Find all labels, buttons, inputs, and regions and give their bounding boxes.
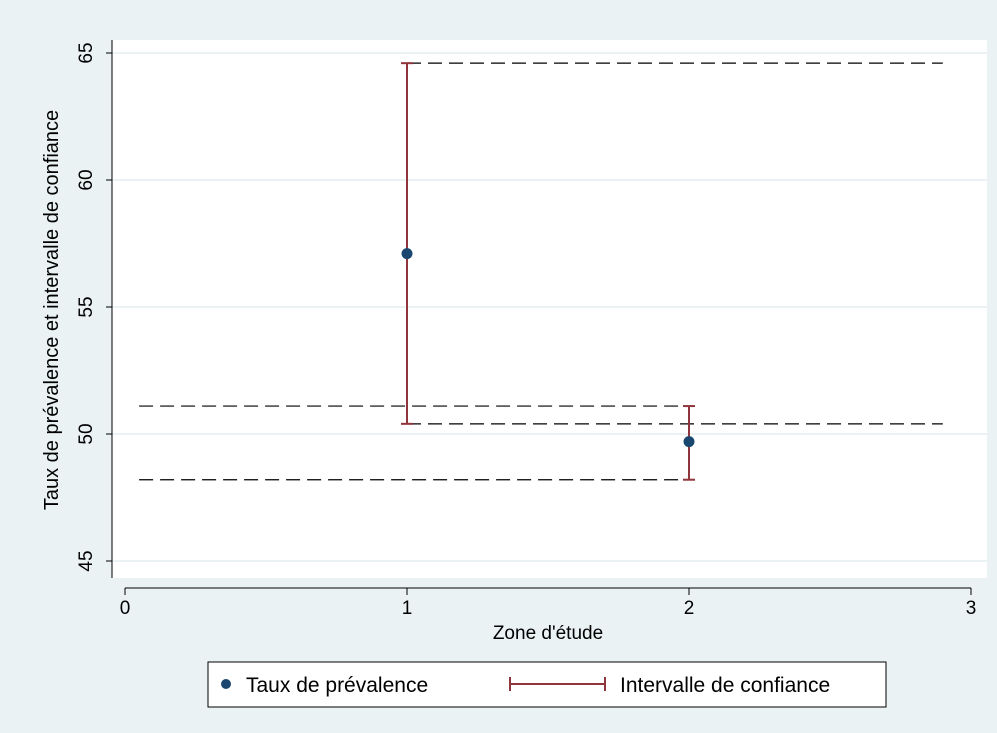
- legend-label-ci: Intervalle de confiance: [620, 674, 830, 697]
- x-tick-label: 0: [120, 598, 131, 619]
- legend-marker-prevalence: [221, 679, 231, 689]
- y-tick-label: 65: [76, 42, 97, 63]
- y-tick-label: 60: [76, 169, 97, 190]
- prevalence-point-2: [683, 436, 695, 448]
- y-tick-label: 45: [76, 550, 97, 571]
- y-axis-title: Taux de prévalence et intervalle de conf…: [41, 110, 63, 510]
- x-tick-label: 1: [402, 598, 413, 619]
- y-tick-label: 50: [76, 423, 97, 444]
- x-axis-title: Zone d'étude: [493, 623, 603, 644]
- legend: Taux de prévalence Intervalle de confianc…: [207, 661, 887, 708]
- legend-label-prevalence: Taux de prévalence: [246, 674, 428, 697]
- plot-area: [112, 40, 987, 578]
- y-tick-label: 55: [76, 296, 97, 317]
- x-tick-label: 3: [966, 598, 977, 619]
- x-tick-label: 2: [684, 598, 695, 619]
- prevalence-point-1: [401, 248, 413, 260]
